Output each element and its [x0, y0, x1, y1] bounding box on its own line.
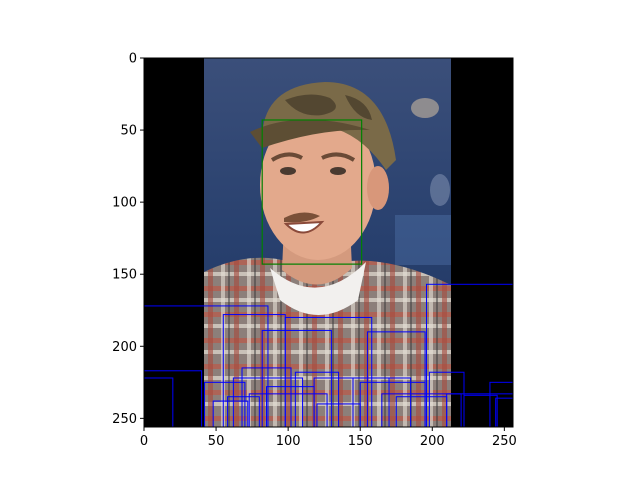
right-black-pad	[451, 58, 513, 427]
object-box	[144, 377, 174, 427]
cap-camo	[285, 94, 372, 120]
ear	[367, 166, 389, 210]
eye-right	[330, 167, 346, 175]
y-tick-label: 150	[112, 268, 137, 283]
object-box	[366, 331, 426, 427]
object-box	[144, 305, 269, 427]
y-tick-label: 100	[112, 196, 137, 211]
object-box	[294, 371, 340, 427]
x-tick-label: 150	[348, 434, 373, 449]
x-tick-label: 200	[420, 434, 445, 449]
x-tick-label: 50	[208, 434, 225, 449]
object-box	[232, 377, 304, 427]
face-bounding-box	[261, 119, 363, 265]
y-tick-label: 50	[120, 124, 137, 139]
object-box	[352, 377, 412, 427]
object-box	[144, 370, 203, 427]
object-box	[426, 283, 513, 427]
object-box	[227, 396, 260, 427]
object-box	[463, 394, 498, 427]
light-blur	[411, 98, 439, 118]
object-box	[316, 403, 361, 427]
light-blur-2	[430, 174, 450, 206]
y-tick-label: 250	[112, 412, 137, 427]
object-box	[381, 393, 462, 427]
mustache	[284, 212, 320, 223]
undershirt	[270, 262, 366, 315]
object-box	[495, 397, 513, 427]
photo	[144, 58, 513, 427]
object-box	[489, 381, 513, 427]
y-tick-label: 200	[112, 340, 137, 355]
x-tick-label: 0	[140, 434, 148, 449]
object-box	[212, 400, 249, 427]
axes-frame	[143, 57, 514, 428]
object-box	[248, 393, 328, 427]
x-tick-label: 250	[492, 434, 517, 449]
object-box	[284, 316, 373, 427]
x-tick-label: 100	[276, 434, 301, 449]
eye-left	[280, 167, 296, 175]
background-stripes	[395, 215, 451, 265]
brow-left	[270, 152, 303, 162]
y-tick-label: 0	[129, 52, 137, 67]
brow-right	[321, 152, 356, 162]
object-box	[241, 367, 292, 427]
y-axis: 0 50 100 150 200 250	[112, 52, 144, 427]
mouth	[283, 220, 325, 234]
cap-brim	[250, 119, 370, 148]
object-box	[266, 386, 315, 427]
face	[260, 110, 376, 260]
object-box	[446, 393, 513, 427]
object-box	[204, 381, 246, 427]
object-boxes	[144, 283, 513, 427]
left-black-pad	[144, 58, 204, 427]
x-axis: 0 50 100 150 200 250	[140, 427, 517, 449]
object-box	[261, 329, 332, 427]
